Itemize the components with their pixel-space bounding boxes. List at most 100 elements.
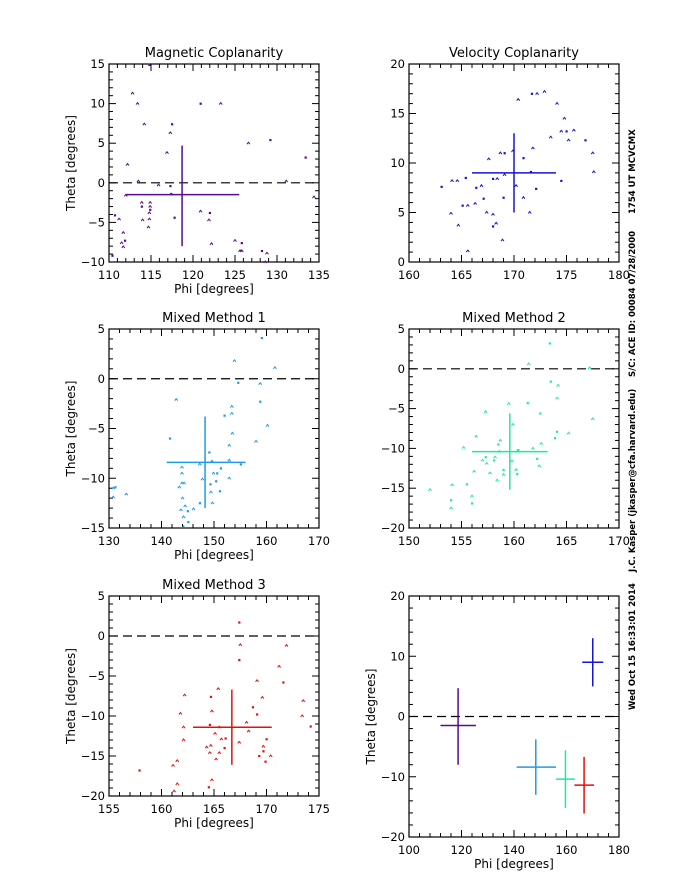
y-axis-label: Theta [degrees] bbox=[64, 115, 78, 212]
y-tick-label: −20 bbox=[381, 830, 405, 844]
data-point bbox=[514, 183, 518, 188]
data-point bbox=[180, 496, 185, 500]
data-point bbox=[492, 225, 495, 228]
data-point bbox=[526, 362, 531, 366]
y-tick-label: −10 bbox=[381, 770, 405, 784]
data-point bbox=[239, 249, 244, 253]
data-point bbox=[470, 494, 474, 498]
data-point bbox=[484, 456, 487, 459]
x-axis-label: Phi [degrees] bbox=[174, 282, 254, 296]
side-time: 1754 UT MCVCMX bbox=[628, 129, 638, 214]
data-point bbox=[300, 714, 305, 718]
data-point bbox=[309, 725, 312, 728]
y-tick-label: 0 bbox=[398, 362, 405, 376]
data-point bbox=[171, 763, 175, 767]
axis-ticks bbox=[408, 595, 620, 838]
data-point bbox=[450, 499, 453, 502]
data-point bbox=[495, 478, 500, 482]
data-point bbox=[571, 128, 576, 132]
data-point bbox=[227, 443, 232, 447]
data-point bbox=[501, 472, 506, 476]
data-point bbox=[482, 197, 485, 200]
data-point bbox=[284, 179, 289, 183]
mean-cross bbox=[125, 145, 240, 247]
data-point bbox=[539, 412, 542, 415]
data-point bbox=[529, 170, 532, 174]
data-point bbox=[493, 459, 496, 462]
y-tick-label: −10 bbox=[381, 441, 405, 455]
data-point bbox=[565, 130, 568, 133]
data-point bbox=[208, 743, 213, 747]
data-point bbox=[555, 101, 559, 105]
data-point bbox=[204, 745, 209, 749]
data-point bbox=[483, 409, 488, 414]
data-point bbox=[211, 471, 216, 475]
y-tick-label: 5 bbox=[98, 589, 105, 603]
data-point bbox=[553, 437, 557, 440]
data-point bbox=[182, 693, 187, 697]
data-point bbox=[556, 383, 560, 387]
x-tick-label: 120 bbox=[451, 843, 473, 857]
data-point bbox=[531, 146, 535, 150]
data-point bbox=[139, 200, 144, 204]
side-spacecraft: S/C: ACE ID: 00084 07/28/2000 bbox=[628, 231, 638, 377]
axis-ticks bbox=[108, 63, 320, 263]
axis-ticks bbox=[408, 63, 620, 263]
side-annotation: Wed Oct 15 16:33:01 2014 J.C. Kasper (jk… bbox=[628, 129, 638, 710]
data-point bbox=[268, 754, 273, 758]
data-point bbox=[213, 731, 217, 735]
y-axis-label: Theta [degrees] bbox=[364, 669, 378, 766]
data-point bbox=[473, 201, 478, 205]
panel-5: 155 160 165 170 175 −20 −15 −10 −5 0 5 Mixed Method… bbox=[64, 578, 330, 830]
x-tick-label: 130 bbox=[98, 534, 120, 548]
x-tick-label: 170 bbox=[608, 534, 630, 548]
data-point bbox=[147, 217, 152, 221]
data-point bbox=[186, 510, 189, 513]
data-point bbox=[114, 486, 117, 489]
y-tick-label: −10 bbox=[81, 471, 105, 485]
data-points bbox=[138, 621, 312, 793]
x-tick-label: 100 bbox=[398, 843, 420, 857]
data-point bbox=[233, 238, 237, 242]
data-point bbox=[216, 686, 221, 691]
data-point bbox=[171, 123, 174, 126]
y-tick-label: 0 bbox=[98, 176, 105, 190]
data-point bbox=[486, 157, 491, 161]
mean-cross bbox=[556, 750, 575, 809]
data-point bbox=[498, 438, 503, 442]
data-point bbox=[208, 490, 213, 494]
data-point bbox=[207, 750, 212, 755]
x-tick-label: 160 bbox=[398, 268, 420, 282]
data-points bbox=[440, 89, 596, 253]
data-point bbox=[503, 152, 506, 155]
data-point bbox=[542, 89, 547, 94]
data-point bbox=[237, 381, 240, 384]
data-point bbox=[265, 738, 268, 741]
data-point bbox=[484, 461, 489, 465]
mean-cross bbox=[516, 739, 556, 795]
panel-title: Mixed Method 1 bbox=[162, 311, 266, 326]
data-point bbox=[492, 177, 495, 181]
data-point bbox=[450, 483, 454, 487]
panel-1: 110 115 120 125 130 135 −10 −5 0 5 10 15 Magnetic Co… bbox=[64, 46, 330, 296]
data-point bbox=[227, 458, 232, 462]
x-tick-label: 175 bbox=[308, 802, 330, 816]
data-point bbox=[207, 786, 210, 789]
data-point bbox=[175, 782, 180, 786]
y-tick-label: 0 bbox=[398, 255, 405, 269]
data-point bbox=[259, 400, 262, 403]
data-point bbox=[138, 769, 141, 772]
panel-title: Magnetic Coplanarity bbox=[145, 46, 284, 61]
data-point bbox=[136, 179, 141, 183]
x-tick-label: 160 bbox=[256, 534, 278, 548]
data-point bbox=[260, 695, 265, 699]
data-point bbox=[215, 480, 218, 483]
data-point bbox=[493, 455, 497, 459]
data-point bbox=[539, 441, 544, 445]
data-point bbox=[165, 150, 169, 155]
data-point bbox=[260, 249, 264, 253]
side-author: J.C. Kasper (jkasper@cfa.harvard.edu) bbox=[628, 389, 638, 573]
data-point bbox=[521, 195, 526, 199]
data-point bbox=[455, 178, 460, 183]
y-tick-label: 0 bbox=[398, 710, 405, 724]
